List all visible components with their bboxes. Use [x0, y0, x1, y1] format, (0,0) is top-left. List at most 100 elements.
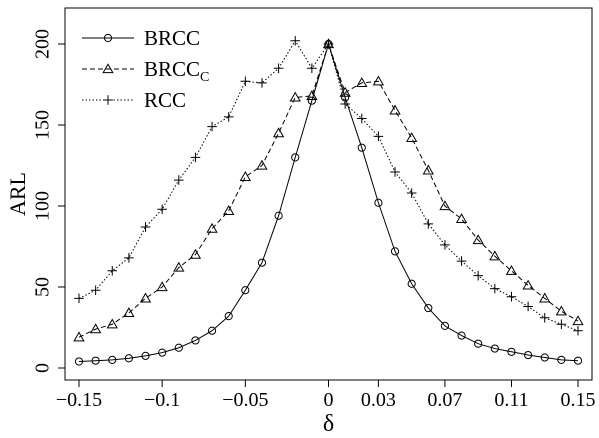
data-point: [156, 281, 168, 292]
data-point: [490, 283, 500, 294]
data-point: [340, 99, 350, 109]
data-point: [207, 326, 217, 335]
data-point: [157, 204, 167, 215]
x-tick-label: 0.11: [494, 389, 528, 411]
data-point: [291, 153, 300, 162]
y-tick-label: 0: [32, 363, 54, 373]
data-point: [456, 256, 467, 266]
legend: BRCC BRCCC RCC: [82, 26, 209, 112]
data-point: [555, 305, 568, 316]
data-point: [507, 347, 516, 356]
x-tick-label: −0.05: [222, 389, 268, 411]
data-point: [74, 357, 84, 366]
data-point: [124, 354, 133, 363]
data-point: [524, 350, 533, 360]
y-tick-label: 200: [32, 29, 54, 59]
data-point: [490, 344, 499, 353]
data-point: [273, 63, 284, 74]
x-tick-label: −0.15: [56, 389, 102, 411]
data-point: [357, 143, 366, 152]
data-point: [423, 219, 434, 229]
data-point: [90, 285, 101, 296]
data-point: [439, 200, 451, 211]
data-point: [523, 301, 533, 312]
data-point: [290, 35, 301, 46]
data-point: [440, 240, 450, 250]
data-point: [124, 253, 134, 263]
data-point: [306, 90, 318, 100]
data-point: [206, 222, 218, 233]
data-point: [257, 258, 267, 267]
data-point: [256, 159, 268, 170]
data-point: [573, 356, 583, 365]
data-point: [473, 270, 483, 281]
data-point: [540, 353, 549, 362]
data-point: [406, 188, 417, 198]
data-point: [141, 351, 150, 360]
data-point: [539, 312, 550, 323]
data-point: [556, 319, 567, 330]
data-point: [123, 307, 135, 318]
data-point: [108, 355, 117, 364]
data-point: [107, 266, 118, 276]
data-point: [289, 91, 301, 102]
data-point: [356, 113, 367, 124]
data-point: [224, 312, 233, 321]
data-point: [406, 132, 418, 143]
legend-label: BRCC: [144, 26, 200, 50]
data-point: [139, 292, 152, 303]
data-point: [373, 131, 384, 142]
y-tick-label: 150: [32, 110, 54, 140]
data-point: [506, 291, 517, 302]
data-point: [174, 343, 183, 352]
data-point: [573, 325, 583, 336]
data-point: [191, 336, 200, 345]
data-point: [323, 39, 334, 49]
data-point: [422, 164, 434, 175]
x-tick-label: 0.15: [561, 389, 596, 411]
data-point: [457, 331, 466, 340]
data-point: [489, 250, 501, 261]
legend-marker: [103, 33, 113, 43]
data-point: [274, 211, 283, 220]
data-point: [390, 167, 400, 177]
data-point: [572, 315, 584, 326]
legend-label: RCC: [144, 88, 186, 112]
data-point: [474, 339, 483, 348]
y-axis-label: ARL: [5, 172, 30, 216]
data-point: [374, 198, 383, 207]
axes: −0.15 −0.1 −0.05 0 0.03 0.07 0.11 0.15 0 50 100 150…: [5, 7, 596, 437]
data-point: [158, 348, 167, 357]
data-point: [91, 356, 100, 365]
x-tick-label: 0.03: [361, 389, 396, 411]
data-point: [539, 292, 551, 303]
series-2: [74, 35, 583, 336]
series-1: [73, 38, 584, 342]
data-point: [190, 152, 201, 163]
data-point: [223, 112, 234, 122]
legend-marker: [103, 95, 113, 105]
y-tick-label: 100: [32, 191, 54, 221]
data-point: [307, 63, 317, 74]
data-point: [239, 171, 251, 181]
data-point: [440, 321, 450, 330]
legend-label: BRCCC: [144, 57, 209, 85]
data-point: [424, 303, 433, 313]
data-point: [339, 86, 351, 97]
series-line: [78, 39, 579, 332]
legend-marker: [102, 63, 114, 74]
data-point: [307, 96, 316, 105]
data-point: [472, 234, 484, 245]
data-point: [140, 222, 151, 232]
data-point: [207, 121, 217, 132]
x-axis-label: δ: [323, 411, 334, 437]
data-point: [389, 104, 401, 115]
data-point: [241, 286, 250, 295]
data-point: [223, 205, 235, 215]
data-point: [74, 293, 84, 304]
legend-label-subscript: C: [200, 70, 209, 85]
data-point: [522, 279, 534, 290]
data-point: [73, 331, 85, 342]
data-point: [257, 78, 267, 88]
